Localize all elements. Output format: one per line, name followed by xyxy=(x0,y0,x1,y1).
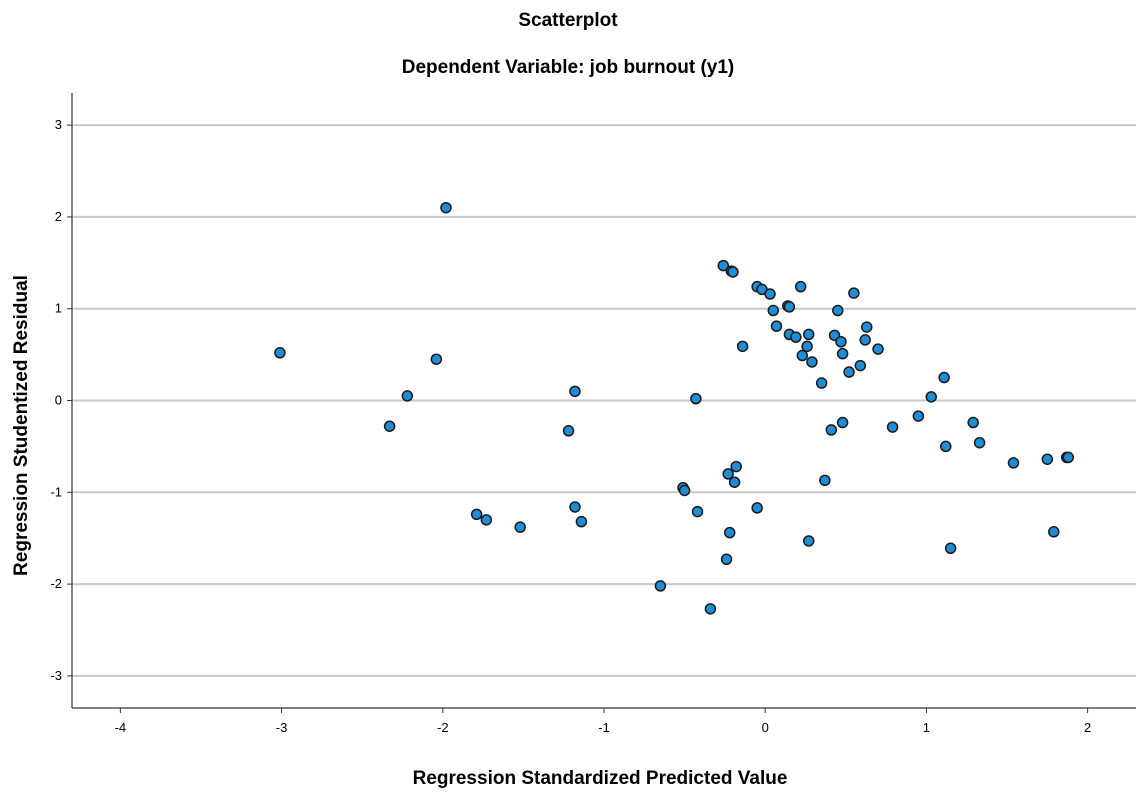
data-point-23 xyxy=(727,266,739,278)
data-point-56 xyxy=(872,343,884,355)
x-tick-label: 2 xyxy=(1084,720,1091,735)
chart-title: Scatterplot xyxy=(518,10,618,31)
x-tick-label: 1 xyxy=(923,720,930,735)
data-point-58 xyxy=(912,410,925,422)
data-point-20 xyxy=(722,468,734,480)
y-tick-label: -2 xyxy=(50,576,62,591)
data-point-67 xyxy=(1048,526,1060,538)
data-point-21 xyxy=(723,526,736,539)
data-point-25 xyxy=(730,460,742,473)
data-point-26 xyxy=(736,340,749,353)
data-point-66 xyxy=(1041,453,1054,465)
data-point-28 xyxy=(751,502,763,514)
data-point-61 xyxy=(940,440,952,453)
data-point-45 xyxy=(825,424,838,436)
y-axis-label: Regression Studentized Residual xyxy=(11,275,32,576)
x-tick-label: -2 xyxy=(437,720,449,735)
data-point-18 xyxy=(717,259,730,272)
data-point-3 xyxy=(430,353,443,365)
data-point-12 xyxy=(654,580,667,592)
data-point-65 xyxy=(1007,457,1020,469)
data-point-10 xyxy=(569,501,581,513)
data-point-30 xyxy=(764,288,776,300)
data-point-48 xyxy=(835,336,847,348)
y-tick-labels: -3 -2 -1 0 1 2 3 xyxy=(50,117,72,683)
data-point-69 xyxy=(1062,451,1075,464)
x-tick-label: -1 xyxy=(598,720,610,735)
data-point-64 xyxy=(973,436,986,449)
y-tick-label: 2 xyxy=(55,209,62,224)
data-point-15 xyxy=(690,392,702,405)
data-point-9 xyxy=(569,385,581,398)
data-point-59 xyxy=(925,391,938,403)
data-point-52 xyxy=(848,287,860,299)
data-point-1 xyxy=(383,420,396,432)
data-point-43 xyxy=(815,377,828,389)
y-tick-label: -3 xyxy=(50,668,62,683)
data-point-4 xyxy=(440,201,452,214)
data-point-42 xyxy=(806,356,818,368)
data-point-14 xyxy=(678,484,691,497)
data-point-6 xyxy=(480,514,493,526)
data-point-40 xyxy=(802,328,815,341)
gridlines xyxy=(72,124,1136,677)
data-point-57 xyxy=(886,421,899,433)
data-point-60 xyxy=(938,371,950,384)
data-point-39 xyxy=(801,340,813,353)
data-point-0 xyxy=(274,347,286,359)
data-point-47 xyxy=(832,304,844,317)
data-point-63 xyxy=(967,416,979,429)
data-point-49 xyxy=(836,347,849,360)
data-point-32 xyxy=(770,320,783,332)
data-point-51 xyxy=(843,366,855,378)
y-tick-label: -1 xyxy=(50,484,62,499)
y-tick-label: 3 xyxy=(55,117,62,132)
data-points xyxy=(274,201,1075,615)
x-tick-label: -4 xyxy=(115,720,127,735)
data-point-36 xyxy=(790,331,802,343)
data-point-5 xyxy=(470,508,483,521)
data-point-55 xyxy=(861,321,873,333)
data-point-24 xyxy=(728,476,741,488)
x-axis-label: Regression Standardized Predicted Value xyxy=(413,768,788,789)
data-point-44 xyxy=(819,474,831,487)
data-point-19 xyxy=(720,553,733,566)
data-point-2 xyxy=(401,390,414,402)
data-point-34 xyxy=(783,301,796,313)
x-tick-label: -3 xyxy=(276,720,288,735)
y-tick-label: 0 xyxy=(55,393,62,408)
data-point-16 xyxy=(691,505,704,518)
x-tick-labels: -4 -3 -2 -1 0 1 2 xyxy=(115,708,1091,735)
data-point-37 xyxy=(794,280,807,293)
data-point-17 xyxy=(704,603,717,615)
y-tick-label: 1 xyxy=(55,301,62,316)
data-point-7 xyxy=(514,521,526,533)
data-point-38 xyxy=(796,349,809,362)
data-point-50 xyxy=(836,416,849,429)
data-point-11 xyxy=(575,515,588,528)
data-point-8 xyxy=(562,425,575,437)
data-point-53 xyxy=(854,359,867,372)
chart-subtitle: Dependent Variable: job burnout (y1) xyxy=(401,57,735,78)
data-point-62 xyxy=(944,542,957,555)
data-point-41 xyxy=(802,535,815,547)
data-point-31 xyxy=(767,304,780,317)
data-point-54 xyxy=(859,334,871,346)
x-tick-label: 0 xyxy=(762,720,769,735)
